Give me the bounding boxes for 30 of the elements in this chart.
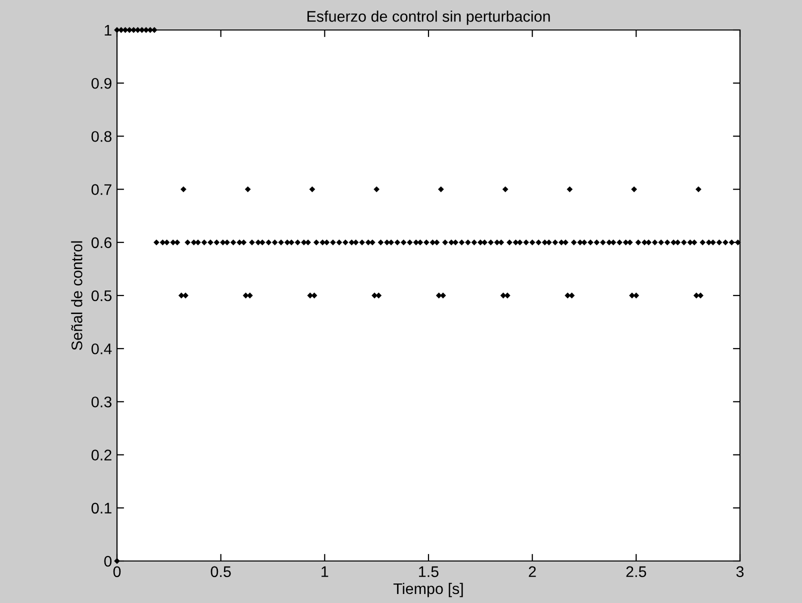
- y-tick-label: 0.2: [92, 450, 112, 460]
- y-axis-title: Señal de control: [71, 241, 82, 350]
- point: [438, 186, 444, 192]
- x-tick-label: 3: [736, 566, 744, 578]
- y-tick-label: 1: [104, 25, 112, 36]
- x-tick-label: 0.5: [210, 566, 231, 578]
- y-tick-label: 0.1: [92, 502, 112, 514]
- y-tick-label: 0: [104, 556, 112, 567]
- y-tick-label: 0.9: [92, 78, 112, 89]
- point: [244, 186, 251, 192]
- point: [502, 186, 508, 192]
- chart-title: Esfuerzo de control sin perturbacion: [307, 10, 550, 25]
- x-tick-label: 1: [322, 566, 328, 577]
- x-axis-title: Tiempo [s]: [393, 582, 463, 598]
- y-tick-label: 0.8: [92, 131, 112, 142]
- x-tick-label: 2: [528, 566, 536, 577]
- y-tick-label: 0.6: [92, 237, 112, 248]
- x-tick-label: 1.5: [419, 566, 438, 578]
- y-tick-label: 0.7: [92, 184, 112, 195]
- y-tick-label: 0.4: [92, 343, 112, 354]
- point: [631, 186, 638, 192]
- point: [374, 186, 380, 192]
- y-tick-label: 0.3: [92, 396, 112, 408]
- point: [566, 186, 573, 192]
- point: [309, 186, 316, 192]
- x-tick-label: 2.5: [626, 566, 646, 578]
- point: [180, 186, 186, 192]
- point: [696, 186, 702, 192]
- y-tick-label: 0.5: [92, 290, 112, 302]
- x-tick-label: 0: [113, 566, 121, 578]
